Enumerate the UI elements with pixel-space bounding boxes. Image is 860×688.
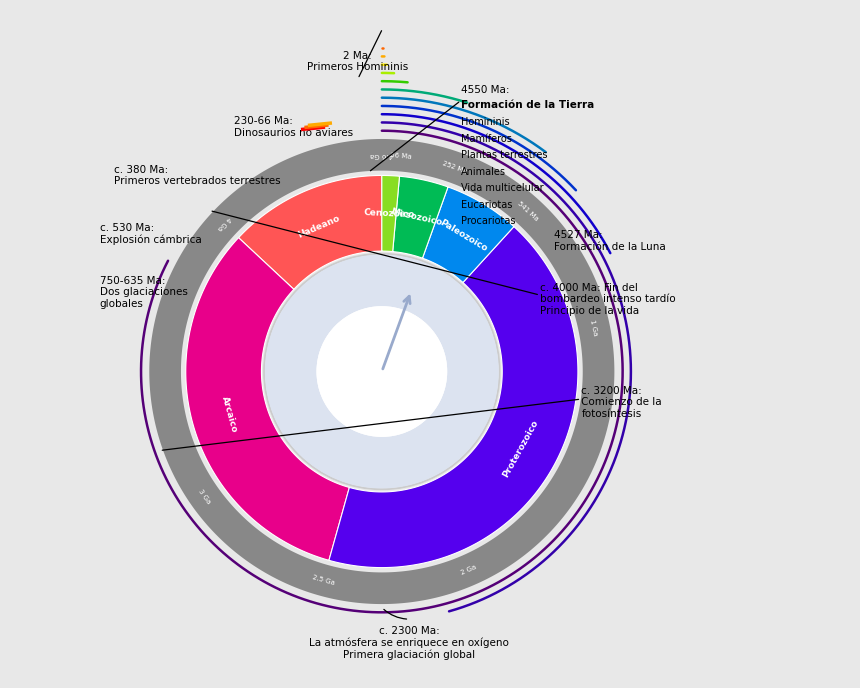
Text: Mesozoico: Mesozoico	[390, 207, 443, 227]
Polygon shape	[265, 255, 499, 488]
Text: 4 Ga: 4 Ga	[216, 215, 231, 232]
Circle shape	[264, 254, 500, 489]
Text: Animales: Animales	[461, 166, 506, 177]
Text: Formación de la Tierra: Formación de la Tierra	[461, 100, 594, 110]
Text: 4.6 Ga: 4.6 Ga	[371, 152, 393, 158]
Text: 2.5 Ga: 2.5 Ga	[311, 574, 335, 586]
Text: c. 380 Ma:
Primeros vertebrados terrestres: c. 380 Ma: Primeros vertebrados terrestr…	[114, 164, 280, 186]
Circle shape	[316, 306, 447, 437]
Text: c. 3200 Ma:
Comienzo de la
fotosíntesis: c. 3200 Ma: Comienzo de la fotosíntesis	[581, 386, 662, 419]
Text: Proterozoico: Proterozoico	[501, 418, 540, 479]
Text: Vida multicelular: Vida multicelular	[461, 183, 544, 193]
Text: 4550 Ma:: 4550 Ma:	[461, 85, 509, 95]
Text: Procariotas: Procariotas	[461, 216, 515, 226]
Text: 4527 Ma:
Formación de la Luna: 4527 Ma: Formación de la Luna	[554, 230, 666, 252]
Text: 252 Ma: 252 Ma	[442, 160, 468, 175]
Text: Arcaico: Arcaico	[220, 395, 239, 433]
Polygon shape	[186, 237, 349, 560]
Text: Plantas terrestres: Plantas terrestres	[461, 150, 548, 160]
Polygon shape	[238, 175, 382, 290]
Text: 2 Ga: 2 Ga	[459, 564, 476, 577]
Text: 230-66 Ma:
Dinosaurios no aviares: 230-66 Ma: Dinosaurios no aviares	[234, 116, 353, 138]
Polygon shape	[422, 187, 514, 283]
Text: 3 Ga: 3 Ga	[198, 488, 212, 505]
Text: Mamíferos: Mamíferos	[461, 133, 512, 144]
Text: Homininis: Homininis	[461, 117, 510, 127]
Text: c. 530 Ma:
Explosión cámbrica: c. 530 Ma: Explosión cámbrica	[100, 223, 201, 245]
Text: Eucariotas: Eucariotas	[461, 200, 513, 210]
Polygon shape	[329, 226, 578, 568]
Text: 541 Ma: 541 Ma	[516, 200, 539, 222]
Text: 66 Ma: 66 Ma	[390, 152, 412, 160]
Text: 750-635 Ma:
Dos glaciaciones
globales: 750-635 Ma: Dos glaciaciones globales	[100, 276, 187, 309]
Text: Cenozoico: Cenozoico	[363, 208, 415, 219]
Text: c. 2300 Ma:
La atmósfera se enriquece en oxígeno
Primera glaciación global: c. 2300 Ma: La atmósfera se enriquece en…	[310, 626, 509, 660]
Text: Hadeano: Hadeano	[297, 213, 341, 239]
Text: c. 4000 Ma: Fin del
bombardeo intenso tardío
Principio de la vida: c. 4000 Ma: Fin del bombardeo intenso ta…	[540, 283, 676, 316]
Polygon shape	[393, 176, 448, 258]
Text: 1 Ga: 1 Ga	[589, 319, 599, 336]
Polygon shape	[382, 175, 400, 252]
Polygon shape	[150, 139, 614, 604]
Text: 2 Ma:
Primeros Homininis: 2 Ma: Primeros Homininis	[307, 51, 408, 72]
Text: Paleozoico: Paleozoico	[438, 218, 488, 254]
